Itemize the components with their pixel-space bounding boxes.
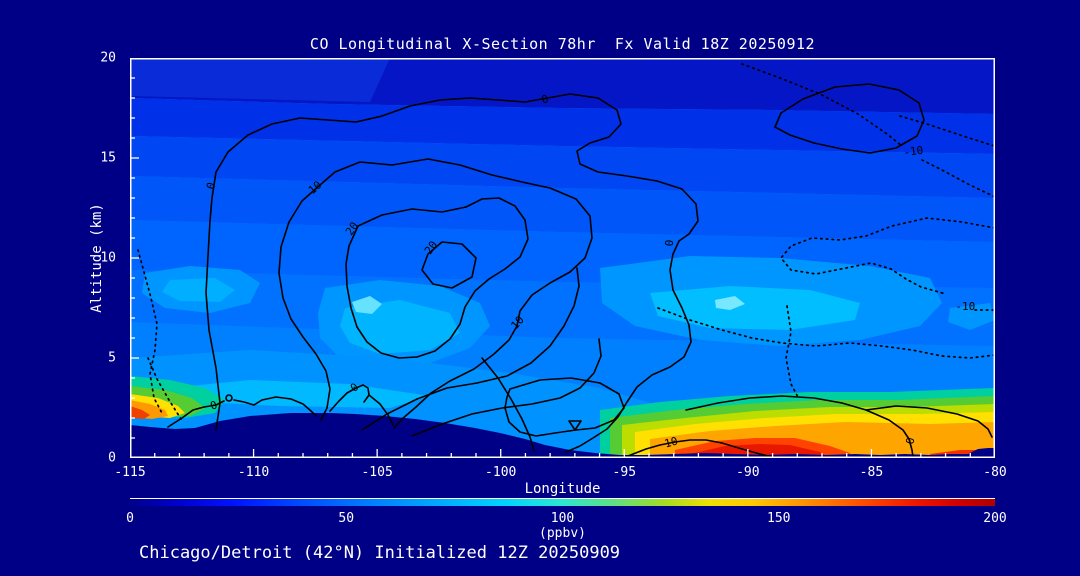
colorbar-tick-label: 100	[550, 511, 575, 526]
x-tick-label: -100	[485, 465, 517, 480]
cyan-patch	[162, 278, 235, 302]
plot-area: 0 0 0 0 0 0 10 10 10 20 20 -10 -10	[130, 58, 995, 458]
contour-label: -10	[955, 300, 975, 313]
cyan-patch	[948, 303, 995, 330]
page-title: CO Longitudinal X-Section 78hr Fx Valid …	[309, 35, 816, 53]
y-tick-label: 10	[100, 250, 116, 266]
dotted-contour	[899, 115, 995, 147]
colorbar-tick-label: 150	[767, 511, 791, 526]
fill-band	[130, 176, 995, 242]
plot-frame	[130, 58, 995, 458]
contour-0-surface-west	[167, 396, 317, 428]
x-tick-label: -110	[237, 465, 270, 480]
contour-0-surface-east-branch	[865, 405, 993, 438]
dotted-contour	[147, 357, 182, 420]
contour-label: 0	[204, 181, 218, 191]
x-tick-label: -95	[612, 465, 637, 480]
frame-rect	[130, 58, 995, 458]
fill-band	[130, 58, 390, 102]
contour-0-upper-right-loop	[774, 83, 925, 154]
triangle-marker	[568, 420, 582, 431]
contour-diagonal-strand	[411, 338, 602, 437]
terrain-silhouette	[130, 413, 995, 458]
colorbar-tick-label: 200	[983, 511, 1007, 526]
x-axis-label: Longitude	[524, 481, 601, 497]
colorbar-tick-label: 50	[338, 511, 355, 526]
contour-label: 0	[663, 239, 677, 247]
y-tick-label: 20	[100, 50, 116, 66]
contour-label: 0	[209, 398, 220, 412]
x-tick-label: -90	[736, 465, 760, 480]
x-tick-label: -105	[361, 465, 393, 480]
west-hotspot-red	[130, 406, 150, 419]
contour-surface-loop	[504, 377, 625, 437]
colorbar-tick-labels: 0 50 100 150 200	[126, 511, 1007, 526]
cyan-patch	[715, 296, 745, 310]
contour-10-surface	[627, 439, 773, 458]
dotted-contour	[785, 305, 800, 400]
contour-label: 0	[540, 92, 550, 106]
terrain-polygon	[130, 413, 995, 458]
fill-band	[130, 136, 995, 198]
contour-diagonal-strand	[361, 267, 580, 431]
contour-label: 10	[663, 435, 679, 451]
contour-small-loop	[225, 394, 233, 402]
footer-annotation: Chicago/Detroit (42°N) Initialized 12Z 2…	[139, 543, 621, 563]
contour-20-outer-loop	[345, 197, 529, 359]
contour-label: 20	[422, 239, 440, 257]
x-tick-label: -115	[114, 465, 146, 480]
colorbar-tick-label: 0	[126, 511, 134, 526]
dotted-contour	[779, 217, 995, 295]
contour-diagonal-strand	[481, 357, 535, 452]
y-tick-label: 15	[100, 150, 116, 166]
contour-label: 0	[904, 437, 918, 446]
y-tick-label: 5	[108, 350, 116, 366]
y-tick-label: 0	[108, 450, 116, 466]
colorbar	[130, 498, 995, 506]
colorbar-units: (ppbv)	[539, 526, 586, 541]
y-tick-labels: 0 5 10 15 20	[84, 51, 124, 466]
dotted-contour	[657, 307, 995, 359]
contour-label: 20	[343, 220, 361, 238]
x-tick-label: -85	[859, 465, 884, 480]
contour-0-surface-east	[685, 395, 914, 458]
cyan-patch	[650, 286, 860, 330]
negative-contours-dotted	[137, 63, 995, 420]
contour-0-main	[205, 93, 699, 453]
contour-20-inner-loop	[421, 241, 477, 289]
contour-label: -10	[903, 144, 924, 160]
contour-0-surface-hook	[329, 384, 394, 426]
cyan-patch	[352, 296, 382, 314]
x-tick-label: -80	[983, 465, 1007, 480]
x-tick-labels: -115 -110 -105 -100 -95 -90 -85 -80	[114, 465, 1006, 481]
dotted-contour	[741, 63, 995, 198]
filled-contour-field	[130, 58, 995, 458]
contour-10-loop	[278, 158, 593, 429]
fill-band	[130, 98, 995, 154]
positive-contours-solid	[167, 83, 993, 458]
